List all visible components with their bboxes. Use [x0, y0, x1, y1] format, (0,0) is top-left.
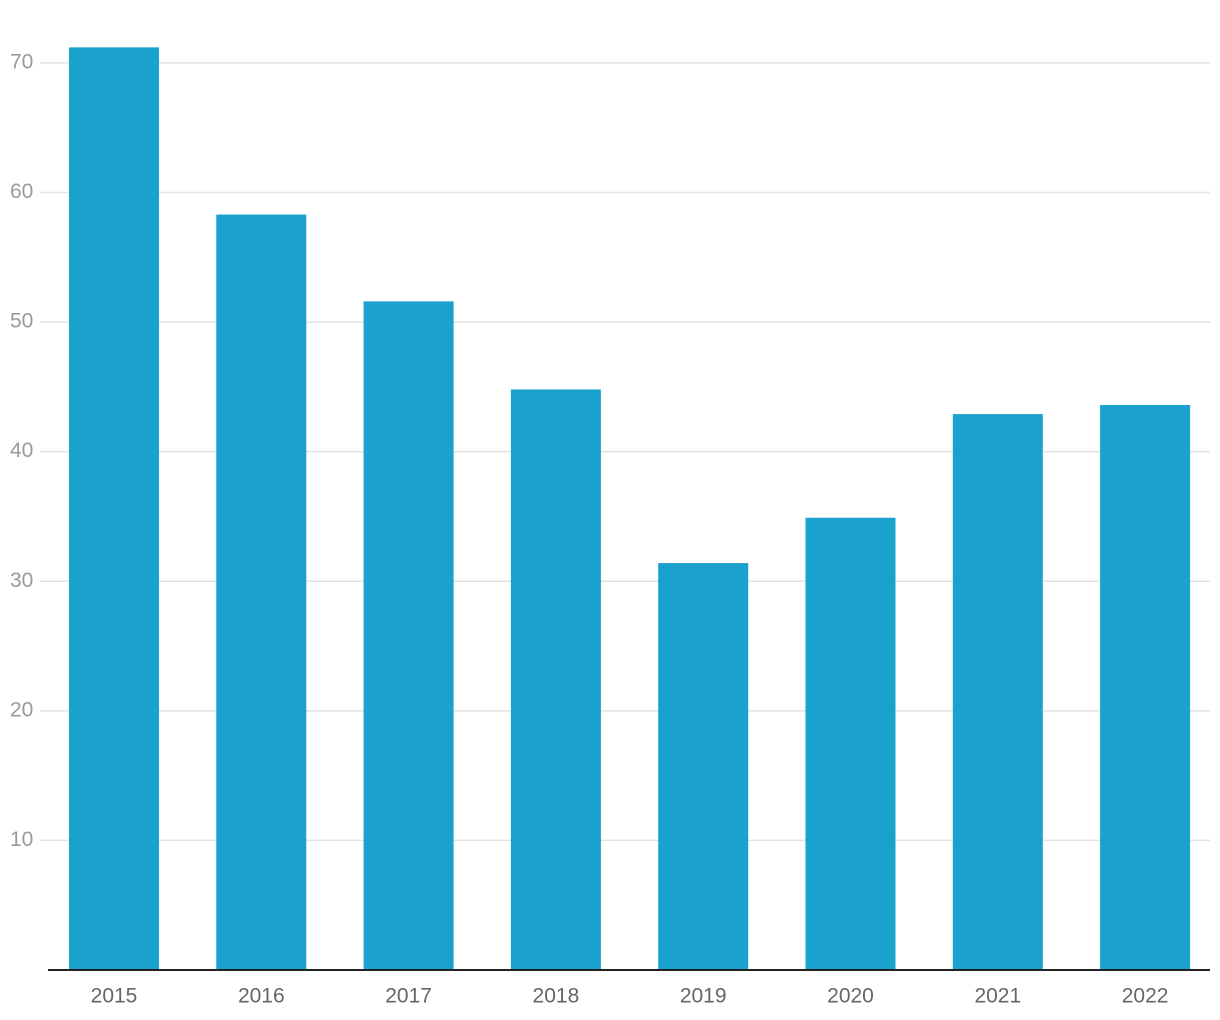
x-tick-label: 2015 — [91, 985, 138, 1008]
x-tick-label: 2021 — [974, 985, 1021, 1008]
bar — [658, 563, 749, 970]
y-tick-label: 50 — [10, 310, 33, 333]
bar — [805, 517, 896, 970]
y-tick-label: 20 — [10, 698, 33, 721]
bar — [216, 214, 307, 970]
bar — [952, 414, 1043, 970]
x-tick-label: 2018 — [533, 985, 580, 1008]
x-tick-label: 2022 — [1122, 985, 1169, 1008]
y-tick-label: 10 — [10, 828, 33, 851]
x-tick-label: 2020 — [827, 985, 874, 1008]
y-tick-label: 40 — [10, 439, 33, 462]
y-tick-label: 60 — [10, 180, 33, 203]
bar — [363, 301, 454, 971]
y-tick-label: 70 — [10, 50, 33, 73]
x-tick-label: 2016 — [238, 985, 285, 1008]
bar — [510, 389, 601, 970]
bar — [69, 47, 159, 971]
x-tick-label: 2017 — [385, 985, 432, 1008]
bar — [1100, 405, 1191, 970]
y-tick-label: 30 — [10, 569, 33, 592]
x-tick-label: 2019 — [680, 985, 727, 1008]
